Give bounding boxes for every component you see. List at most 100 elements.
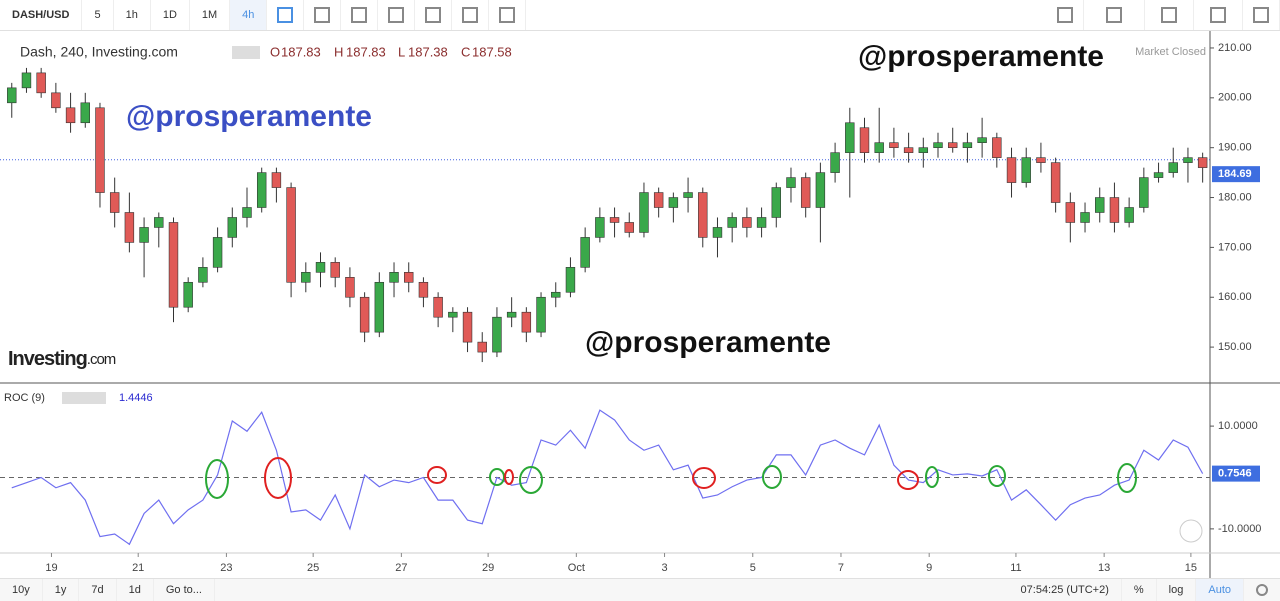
y-tick-label: 180.00 xyxy=(1218,191,1252,203)
candle-body xyxy=(506,311,517,318)
interval[interactable]: 1h xyxy=(114,0,151,30)
circle-mark xyxy=(205,459,229,499)
interval[interactable]: 1M xyxy=(190,0,231,30)
ohlc-label: O xyxy=(270,44,280,59)
candle-body xyxy=(374,281,385,333)
candle-body xyxy=(477,341,487,353)
icon[interactable] xyxy=(415,0,453,30)
candle-body xyxy=(198,267,208,283)
ohlc-value: 187.83 xyxy=(281,44,321,59)
circle-mark xyxy=(925,466,939,488)
candle-body xyxy=(36,72,46,94)
market-status: Market Closed xyxy=(1135,46,1206,58)
candle-body xyxy=(139,227,149,243)
candle-body xyxy=(992,137,1002,158)
candle-body xyxy=(359,296,370,333)
icon[interactable] xyxy=(1084,0,1145,30)
icon[interactable] xyxy=(341,0,379,30)
candle-body xyxy=(580,237,590,268)
annotations xyxy=(205,457,1137,499)
circle-mark xyxy=(897,470,919,490)
circle-mark xyxy=(692,467,716,489)
candle-body xyxy=(653,192,664,208)
price-tag xyxy=(1212,166,1260,183)
symbol[interactable]: DASH/USD xyxy=(0,0,83,30)
circle-mark xyxy=(762,465,782,489)
candle-body xyxy=(903,147,914,153)
candle-body xyxy=(1168,162,1178,173)
ohlc-label: L xyxy=(398,44,405,59)
interval[interactable]: 5 xyxy=(82,0,114,30)
candle-body xyxy=(7,87,17,104)
candle-body xyxy=(183,281,193,308)
icon[interactable] xyxy=(378,0,416,30)
icon[interactable] xyxy=(1145,0,1194,30)
candle-body xyxy=(712,227,723,238)
candle-body xyxy=(271,172,282,188)
candle-body xyxy=(786,177,796,188)
y-tick-label: 190.00 xyxy=(1218,142,1252,154)
icon[interactable] xyxy=(267,0,305,30)
ohlc-value: 187.58 xyxy=(472,44,512,59)
candle-body xyxy=(962,142,973,148)
logo-text: Investing xyxy=(8,348,87,370)
candle-body xyxy=(418,281,429,298)
watermark: @prosperamente xyxy=(858,40,1104,73)
icon[interactable] xyxy=(1194,0,1243,30)
x-tick-label: 19 xyxy=(45,562,57,574)
candle-body xyxy=(492,316,502,353)
candle-body xyxy=(286,187,296,283)
candle-body xyxy=(330,262,340,278)
y-tick-label: 150.00 xyxy=(1218,341,1252,353)
circle-mark xyxy=(264,457,292,499)
circle-mark xyxy=(519,466,543,494)
range[interactable]: 10y xyxy=(0,579,43,601)
candle-body xyxy=(830,152,840,173)
option[interactable]: log xyxy=(1157,579,1197,601)
x-tick-label: 29 xyxy=(482,562,494,574)
candle-body xyxy=(1006,157,1017,183)
candle-body xyxy=(609,217,620,223)
candle-body xyxy=(536,296,546,333)
interval[interactable]: 1D xyxy=(151,0,190,30)
interval[interactable]: 4h xyxy=(230,0,268,30)
y-tick-label: 170.00 xyxy=(1218,241,1252,253)
candle-body xyxy=(404,272,414,283)
candle-body xyxy=(845,122,855,153)
candle-body xyxy=(227,217,238,238)
candle-body xyxy=(668,197,679,208)
price-tag-label: 184.69 xyxy=(1218,168,1252,180)
option[interactable]: % xyxy=(1122,579,1157,601)
range[interactable]: 1d xyxy=(117,579,154,601)
goto[interactable]: Go to... xyxy=(154,579,215,601)
circle-mark xyxy=(988,465,1006,487)
watermark: @prosperamente xyxy=(126,100,372,133)
candle-body xyxy=(168,222,179,308)
logo-text: .com xyxy=(87,351,116,368)
candle-body xyxy=(1197,157,1208,168)
range[interactable]: 1y xyxy=(43,579,80,601)
option[interactable]: Auto xyxy=(1196,579,1244,601)
icon[interactable] xyxy=(304,0,342,30)
range[interactable]: 7d xyxy=(79,579,117,601)
y-tick-label: 10.0000 xyxy=(1218,420,1258,432)
icon[interactable] xyxy=(1047,0,1084,30)
candle-body xyxy=(727,217,737,228)
candle-body xyxy=(1139,177,1149,208)
ohlc-value: 187.83 xyxy=(346,44,386,59)
watermark: @prosperamente xyxy=(585,326,831,359)
bottom-bar: 10y 1y 7d 1d Go to... 07:54:25 (UTC+2) %… xyxy=(0,578,1280,601)
x-tick-label: 7 xyxy=(838,562,844,574)
icon[interactable] xyxy=(489,0,527,30)
y-tick-label: 210.00 xyxy=(1218,42,1252,54)
scroll-button[interactable] xyxy=(1179,519,1203,543)
candle-body xyxy=(1153,172,1164,178)
candle-body xyxy=(301,272,311,283)
icon[interactable] xyxy=(452,0,490,30)
candle-body xyxy=(389,272,399,283)
settings[interactable] xyxy=(1244,579,1280,601)
candle-body xyxy=(462,311,473,343)
indicator-value: 1.4446 xyxy=(119,392,153,404)
candle-body xyxy=(624,222,634,233)
candle-body xyxy=(947,142,958,148)
